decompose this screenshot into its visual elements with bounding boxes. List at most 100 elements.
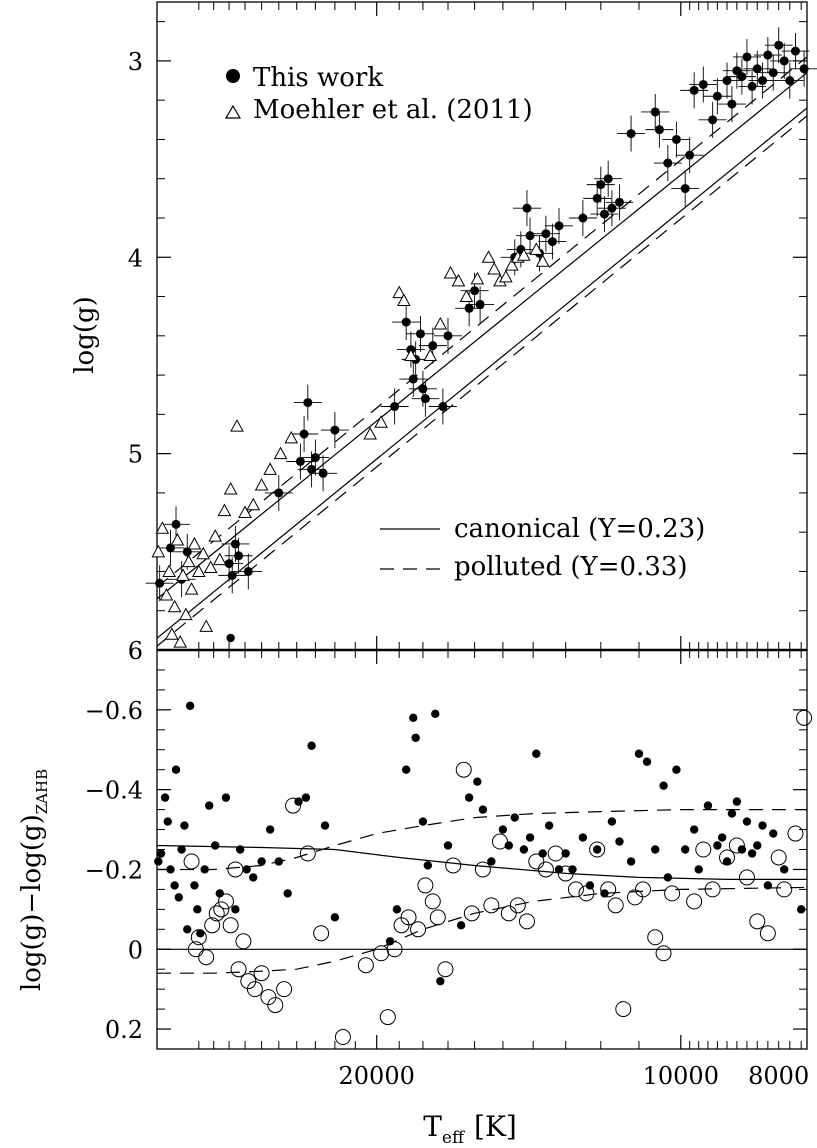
bottom-moehler-point	[770, 849, 787, 866]
top-moehler-point	[254, 478, 269, 491]
canonical-model-line	[156, 844, 807, 881]
bottom-this-work-point	[525, 833, 535, 842]
x-axis-label-subscript: eff	[442, 1128, 466, 1148]
x-tick-label: 8000	[748, 1062, 809, 1090]
top-this-work-point	[227, 570, 237, 580]
top-moehler-point	[173, 635, 188, 648]
canonical-model-line	[156, 107, 808, 639]
bottom-this-work-point	[283, 889, 292, 898]
bottom-this-work-point	[742, 817, 752, 826]
top-this-work-point	[768, 68, 778, 78]
bottom-moehler-point	[547, 845, 564, 862]
bottom-this-work-point	[249, 873, 258, 882]
bottom-this-work-point	[418, 817, 428, 826]
polluted-model-line	[157, 808, 807, 871]
bottom-y-tick-label: 0.2	[105, 1016, 143, 1044]
bottom-this-work-point	[431, 709, 440, 719]
top-this-work-point	[592, 193, 602, 203]
top-this-work-point	[547, 237, 557, 247]
top-this-work-point	[712, 91, 722, 101]
polluted-model-line	[157, 886, 808, 974]
top-this-work-point	[330, 425, 340, 435]
legend-label: Moehler et al. (2011)	[253, 95, 533, 125]
bottom-moehler-point	[749, 913, 766, 930]
bottom-this-work-point	[436, 976, 445, 986]
bottom-moehler-point	[509, 897, 526, 914]
top-this-work-point	[554, 221, 564, 231]
top-this-work-point	[603, 174, 613, 184]
bottom-moehler-point	[518, 913, 535, 930]
bottom-moehler-point	[410, 921, 427, 938]
bottom-this-work-point	[510, 813, 519, 822]
bottom-this-work-point	[177, 845, 186, 854]
x-tick-labels: 20000 10000 8000	[339, 1062, 810, 1090]
bottom-y-tick-labels: −0.6 −0.4 −0.2 0 0.2	[85, 697, 143, 1044]
bottom-this-work-point	[200, 865, 209, 874]
top-moehler-point	[498, 269, 513, 283]
bottom-this-work-point	[473, 777, 482, 786]
top-this-work-point	[650, 107, 660, 117]
top-this-work-point	[663, 158, 673, 168]
top-moehler-point	[246, 497, 261, 511]
bottom-moehler-point	[213, 901, 230, 918]
top-this-work-point	[790, 46, 800, 56]
bottom-y-axis-label-main: log(g)−log(g)	[17, 814, 47, 991]
bottom-moehler-point	[429, 909, 446, 926]
top-moehler-point	[504, 258, 519, 271]
top-moehler-point	[273, 446, 288, 460]
top-moehler-point	[470, 271, 485, 285]
bottom-moehler-point	[759, 925, 776, 942]
top-this-work-point	[428, 341, 438, 351]
bottom-moehler-point	[695, 841, 712, 858]
bottom-this-work-point	[160, 793, 170, 802]
top-this-work-point	[171, 519, 181, 529]
top-this-work-point	[698, 79, 708, 89]
bottom-this-work-point	[487, 857, 496, 866]
bottom-this-work-point	[561, 849, 570, 858]
top-this-work-point	[464, 303, 474, 313]
top-this-work-point	[165, 543, 175, 553]
top-this-work-point	[774, 40, 784, 50]
bottom-this-work-point	[320, 821, 330, 830]
bottom-this-work-point	[154, 857, 163, 866]
bottom-moehler-point	[217, 893, 234, 910]
bottom-moehler-point	[474, 861, 491, 878]
top-this-work-point	[230, 539, 240, 549]
top-this-work-point	[689, 85, 699, 95]
top-this-work-point	[418, 384, 428, 394]
bottom-moehler-point	[738, 869, 755, 886]
bottom-moehler-point	[589, 841, 606, 858]
bottom-this-work-point	[544, 821, 554, 830]
bottom-moehler-point	[728, 837, 745, 854]
bottom-moehler-point	[373, 945, 390, 962]
top-this-work-point	[599, 209, 609, 219]
top-moehler-point	[517, 248, 531, 261]
bottom-this-work-point	[769, 829, 778, 838]
top-this-work-point	[752, 64, 762, 74]
legend-label: canonical (Y=0.23)	[454, 514, 705, 544]
top-y-tick-label: 4	[128, 244, 143, 272]
top-this-work-point	[671, 134, 681, 144]
top-moehler-point	[203, 560, 218, 574]
bottom-moehler-point	[655, 945, 672, 962]
top-this-work-point	[243, 566, 253, 576]
series-legend: This work Moehler et al. (2011)	[224, 63, 533, 125]
bottom-this-work-point	[763, 881, 773, 890]
bottom-moehler-point	[719, 849, 736, 866]
top-moehler-point	[212, 552, 227, 566]
bottom-this-work-point	[753, 841, 762, 850]
top-moehler-point	[529, 242, 544, 255]
data-marks	[145, 27, 817, 1046]
model-lines	[156, 56, 808, 974]
bottom-moehler-point	[198, 949, 215, 966]
axis-ticks	[157, 2, 807, 1049]
top-moehler-point	[162, 564, 176, 577]
bottom-moehler-point	[664, 885, 681, 902]
bottom-moehler-point	[787, 825, 804, 842]
bottom-moehler-point	[276, 981, 293, 998]
bottom-this-work-point	[680, 845, 690, 854]
top-this-work-point	[155, 578, 165, 588]
bottom-moehler-point	[537, 861, 554, 878]
bottom-panel-frame	[156, 649, 808, 1050]
top-this-work-point	[614, 197, 624, 207]
